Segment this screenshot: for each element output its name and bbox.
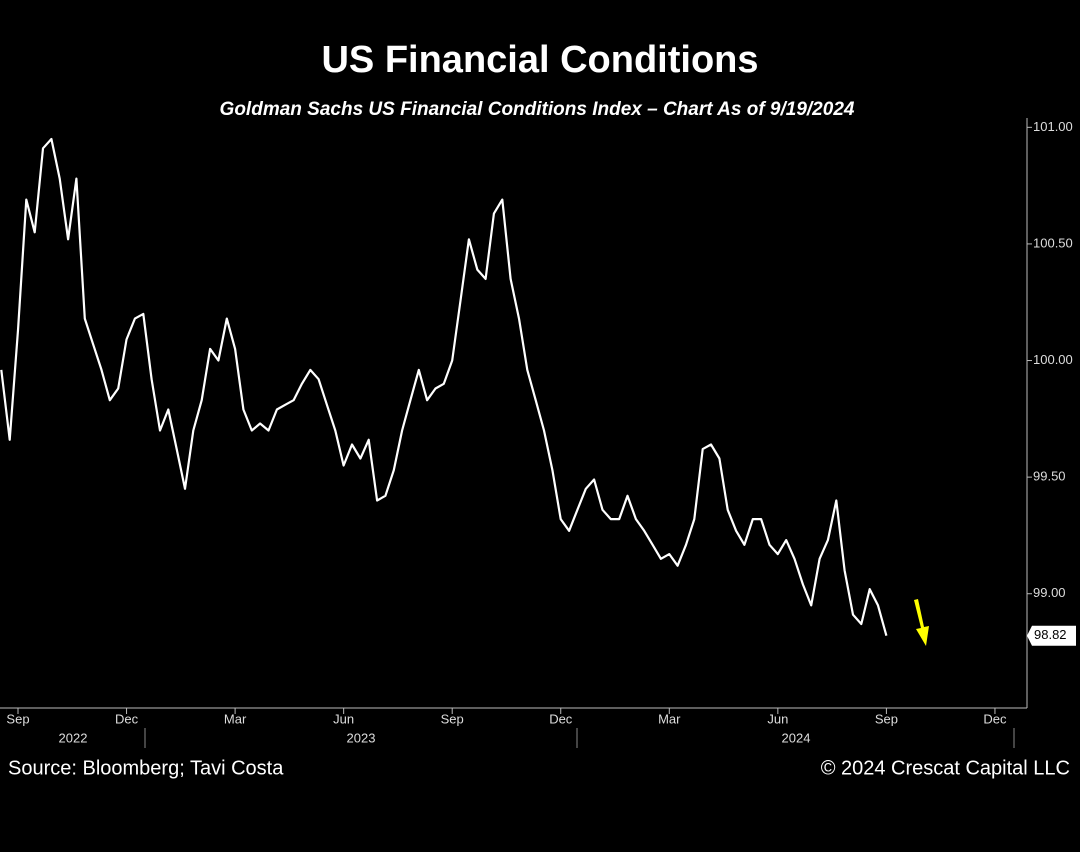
x-tick-label: Sep — [875, 711, 898, 726]
x-tick-label: Jun — [333, 711, 354, 726]
x-tick-label: Sep — [6, 711, 29, 726]
y-tick-label: 99.50 — [1033, 469, 1066, 484]
last-value-box — [1027, 625, 1076, 646]
source: Source: Bloomberg; Tavi Costa — [8, 757, 284, 779]
year-label: 2022 — [59, 730, 88, 745]
x-tick-label: Dec — [115, 711, 139, 726]
x-tick-label: Mar — [224, 711, 247, 726]
x-tick-label: Sep — [441, 711, 464, 726]
year-label: 2023 — [347, 730, 376, 745]
x-tick-label: Jun — [767, 711, 788, 726]
chart-subtitle: Goldman Sachs US Financial Conditions In… — [220, 99, 855, 120]
year-label: 2024 — [782, 730, 811, 745]
y-tick-label: 100.50 — [1033, 235, 1073, 250]
annotation-arrow — [914, 599, 929, 646]
y-tick-label: 101.00 — [1033, 119, 1073, 134]
y-tick-label: 99.00 — [1033, 585, 1066, 600]
last-value-label: 98.82 — [1034, 627, 1067, 642]
x-tick-label: Mar — [658, 711, 681, 726]
copyright: © 2024 Crescat Capital LLC — [821, 757, 1070, 779]
chart-title: US Financial Conditions — [321, 39, 758, 81]
line — [0, 137, 888, 636]
x-tick-label: Dec — [983, 711, 1007, 726]
x-tick-label: Dec — [549, 711, 573, 726]
y-tick-label: 100.00 — [1033, 352, 1073, 367]
